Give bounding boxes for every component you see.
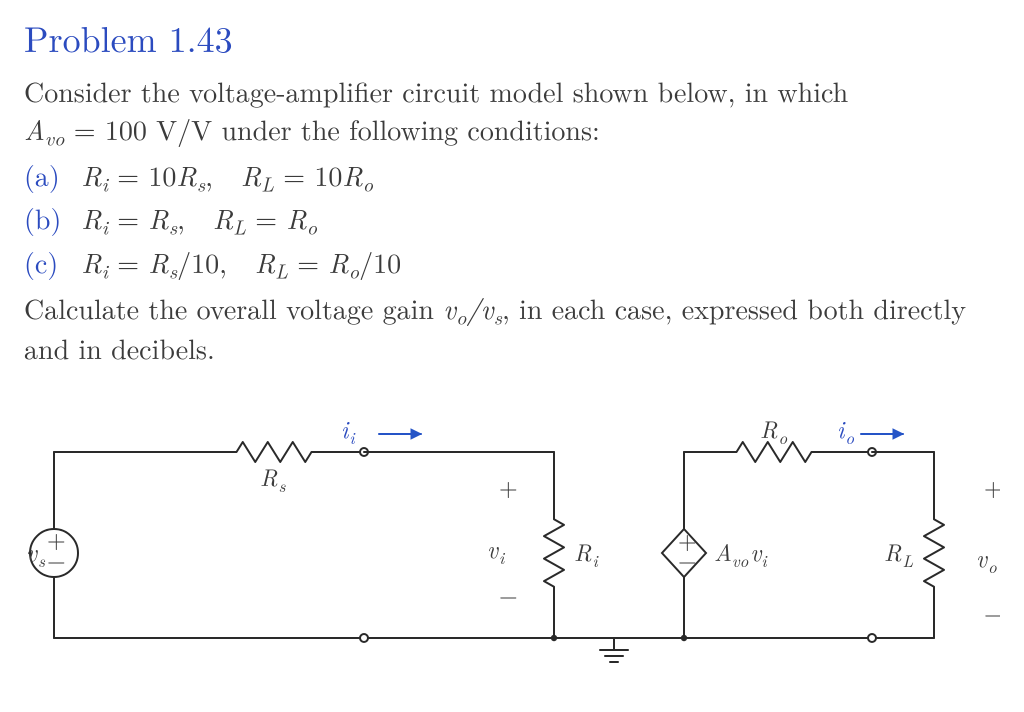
cond-a-label: (a) xyxy=(24,157,72,195)
intro-a: Consider the voltage-amplifier circuit m… xyxy=(24,71,848,111)
condition-b: (b) Ri = Rs, RL = Ro xyxy=(24,200,1000,240)
problem-statement: Consider the voltage-amplifier circuit m… xyxy=(24,73,1000,368)
svg-text:vo: vo xyxy=(976,540,997,578)
cond-c-label: (c) xyxy=(24,244,72,282)
svg-text:−: − xyxy=(678,542,697,576)
cond-c-text: Ri = Rs/10, RL = Ro/10 xyxy=(81,242,401,282)
svg-text:ii: ii xyxy=(341,411,356,449)
svg-text:RL: RL xyxy=(884,534,914,572)
svg-text:+: + xyxy=(984,469,1000,503)
svg-text:Ri: Ri xyxy=(574,534,600,572)
svg-text:Rs: Rs xyxy=(260,459,287,497)
circuit-svg: +−vsRsiiRi+−vi+−AvoviRoioRL+−vo xyxy=(24,408,1000,688)
circuit-diagram: +−vsRsiiRi+−vi+−AvoviRoioRL+−vo xyxy=(24,408,1000,693)
svg-text:io: io xyxy=(837,411,854,449)
svg-text:−: − xyxy=(499,577,518,611)
svg-text:−: − xyxy=(984,595,1000,629)
condition-list: (a) Ri = 10Rs, RL = 10Ro (b) Ri = Rs, RL… xyxy=(24,157,1000,285)
svg-text:−: − xyxy=(47,542,66,576)
cond-a-text: Ri = 10Rs, RL = 10Ro xyxy=(81,155,373,195)
Avo-value: = 100 V/V xyxy=(64,109,221,149)
svg-text:Avovi: Avovi xyxy=(714,534,768,572)
cond-b-label: (b) xyxy=(24,200,72,238)
title-text: Problem 1.43 xyxy=(24,12,233,63)
Avo-symbol: Avo xyxy=(24,109,64,149)
svg-text:Ro: Ro xyxy=(760,411,788,449)
svg-text:+: + xyxy=(499,469,518,503)
condition-c: (c) Ri = Rs/10, RL = Ro/10 xyxy=(24,244,1000,284)
outro: Calculate the overall voltage gain vo/vs… xyxy=(24,290,1000,368)
condition-a: (a) Ri = 10Rs, RL = 10Ro xyxy=(24,157,1000,197)
cond-b-text: Ri = Rs, RL = Ro xyxy=(81,198,317,238)
problem-title: Problem 1.43 xyxy=(24,12,1000,63)
svg-text:vi: vi xyxy=(487,531,506,569)
intro-b: under the following conditions: xyxy=(221,109,599,149)
outro-a: Calculate the overall voltage gain xyxy=(24,288,443,328)
gain-ratio: vo/vs xyxy=(443,288,502,328)
